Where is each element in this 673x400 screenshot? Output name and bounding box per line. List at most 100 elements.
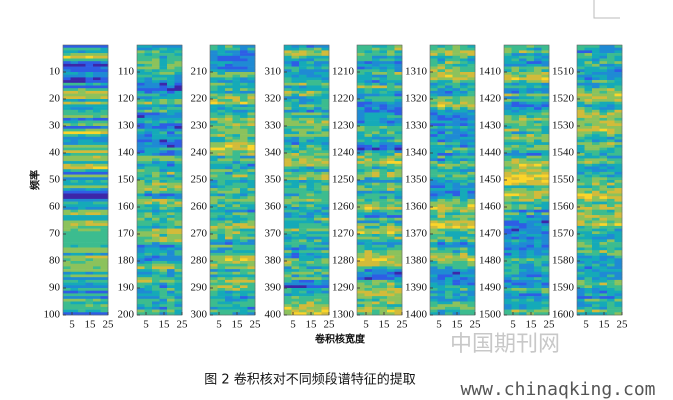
texture-cell	[152, 88, 160, 92]
texture-cell	[519, 182, 527, 186]
texture-cell	[144, 166, 153, 170]
texture-cell	[100, 244, 109, 248]
y-tick-label: 110	[118, 66, 135, 78]
texture-cell	[63, 77, 71, 81]
texture-cell	[247, 201, 256, 205]
texture-cell	[291, 271, 300, 275]
texture-cell	[144, 136, 153, 140]
texture-cell	[314, 107, 322, 111]
texture-cell	[614, 99, 623, 102]
texture-cell	[607, 255, 615, 259]
texture-cell	[460, 263, 468, 267]
texture-cell	[364, 53, 373, 57]
texture-cell	[63, 126, 71, 129]
texture-cell	[174, 201, 183, 205]
texture-cell	[85, 258, 94, 262]
texture-cell	[137, 169, 145, 173]
texture-cell	[364, 123, 373, 127]
texture-cell	[284, 269, 292, 273]
texture-cell	[247, 131, 256, 135]
texture-cell	[63, 128, 71, 132]
texture-cell	[93, 66, 101, 70]
texture-cell	[306, 96, 315, 100]
texture-cell	[584, 198, 593, 202]
texture-cell	[78, 109, 86, 113]
texture-cell	[387, 244, 395, 248]
texture-cell	[577, 279, 585, 283]
texture-cell	[232, 117, 241, 121]
texture-cell	[364, 74, 373, 78]
texture-cell	[511, 174, 520, 178]
texture-cell	[584, 234, 593, 237]
texture-cell	[321, 45, 330, 48]
texture-cell	[225, 117, 233, 121]
texture-cell	[437, 190, 446, 194]
texture-cell	[210, 236, 218, 240]
texture-cell	[541, 220, 550, 224]
texture-cell	[511, 277, 520, 281]
texture-cell	[93, 312, 101, 316]
texture-cell	[225, 231, 233, 235]
texture-cell	[240, 185, 248, 189]
texture-cell	[306, 134, 315, 138]
texture-cell	[240, 66, 248, 70]
texture-cell	[159, 279, 168, 283]
texture-cell	[599, 47, 608, 51]
texture-cell	[511, 63, 520, 67]
texture-cell	[460, 128, 468, 132]
texture-cell	[534, 90, 542, 94]
texture-cell	[445, 50, 453, 54]
texture-cell	[232, 312, 241, 316]
texture-cell	[541, 304, 550, 308]
texture-cell	[240, 69, 248, 73]
texture-cell	[63, 69, 71, 73]
texture-cell	[584, 255, 593, 259]
texture-cell	[577, 112, 585, 116]
texture-cell	[217, 309, 226, 313]
texture-cell	[364, 107, 373, 111]
watermark-url: www.chinaqking.com	[460, 379, 655, 400]
texture-cell	[526, 201, 535, 205]
texture-cell	[614, 115, 623, 119]
texture-cell	[607, 93, 615, 97]
texture-cell	[452, 96, 461, 100]
texture-cell	[299, 198, 307, 202]
texture-cell	[291, 220, 300, 224]
texture-cell	[314, 271, 322, 275]
texture-cell	[379, 88, 388, 92]
y-tick-label: 320	[265, 93, 282, 105]
texture-cell	[78, 312, 86, 316]
texture-cell	[210, 120, 218, 124]
texture-cell	[592, 47, 600, 51]
texture-cell	[387, 88, 395, 92]
texture-cell	[445, 290, 453, 294]
texture-cell	[592, 244, 600, 248]
texture-cell	[437, 301, 446, 305]
texture-cell	[445, 150, 453, 154]
texture-cell	[387, 80, 395, 84]
texture-cell	[504, 228, 512, 232]
texture-cell	[460, 293, 468, 297]
texture-cell	[137, 263, 145, 267]
texture-cell	[379, 282, 388, 286]
texture-cell	[541, 150, 550, 154]
texture-cell	[599, 288, 608, 291]
texture-cell	[137, 269, 145, 273]
texture-cell	[291, 306, 300, 310]
texture-cell	[445, 155, 453, 159]
texture-cell	[70, 61, 79, 65]
texture-cell	[174, 188, 183, 192]
texture-cell	[144, 90, 153, 94]
texture-cell	[387, 239, 395, 243]
texture-cell	[299, 174, 307, 178]
texture-cell	[511, 126, 520, 129]
texture-cell	[210, 261, 218, 264]
texture-cell	[152, 142, 160, 146]
texture-cell	[387, 115, 395, 119]
texture-cell	[291, 215, 300, 219]
texture-cell	[511, 207, 520, 210]
texture-cell	[137, 88, 145, 92]
texture-cell	[607, 101, 615, 105]
texture-cell	[577, 228, 585, 232]
texture-cell	[357, 290, 365, 294]
